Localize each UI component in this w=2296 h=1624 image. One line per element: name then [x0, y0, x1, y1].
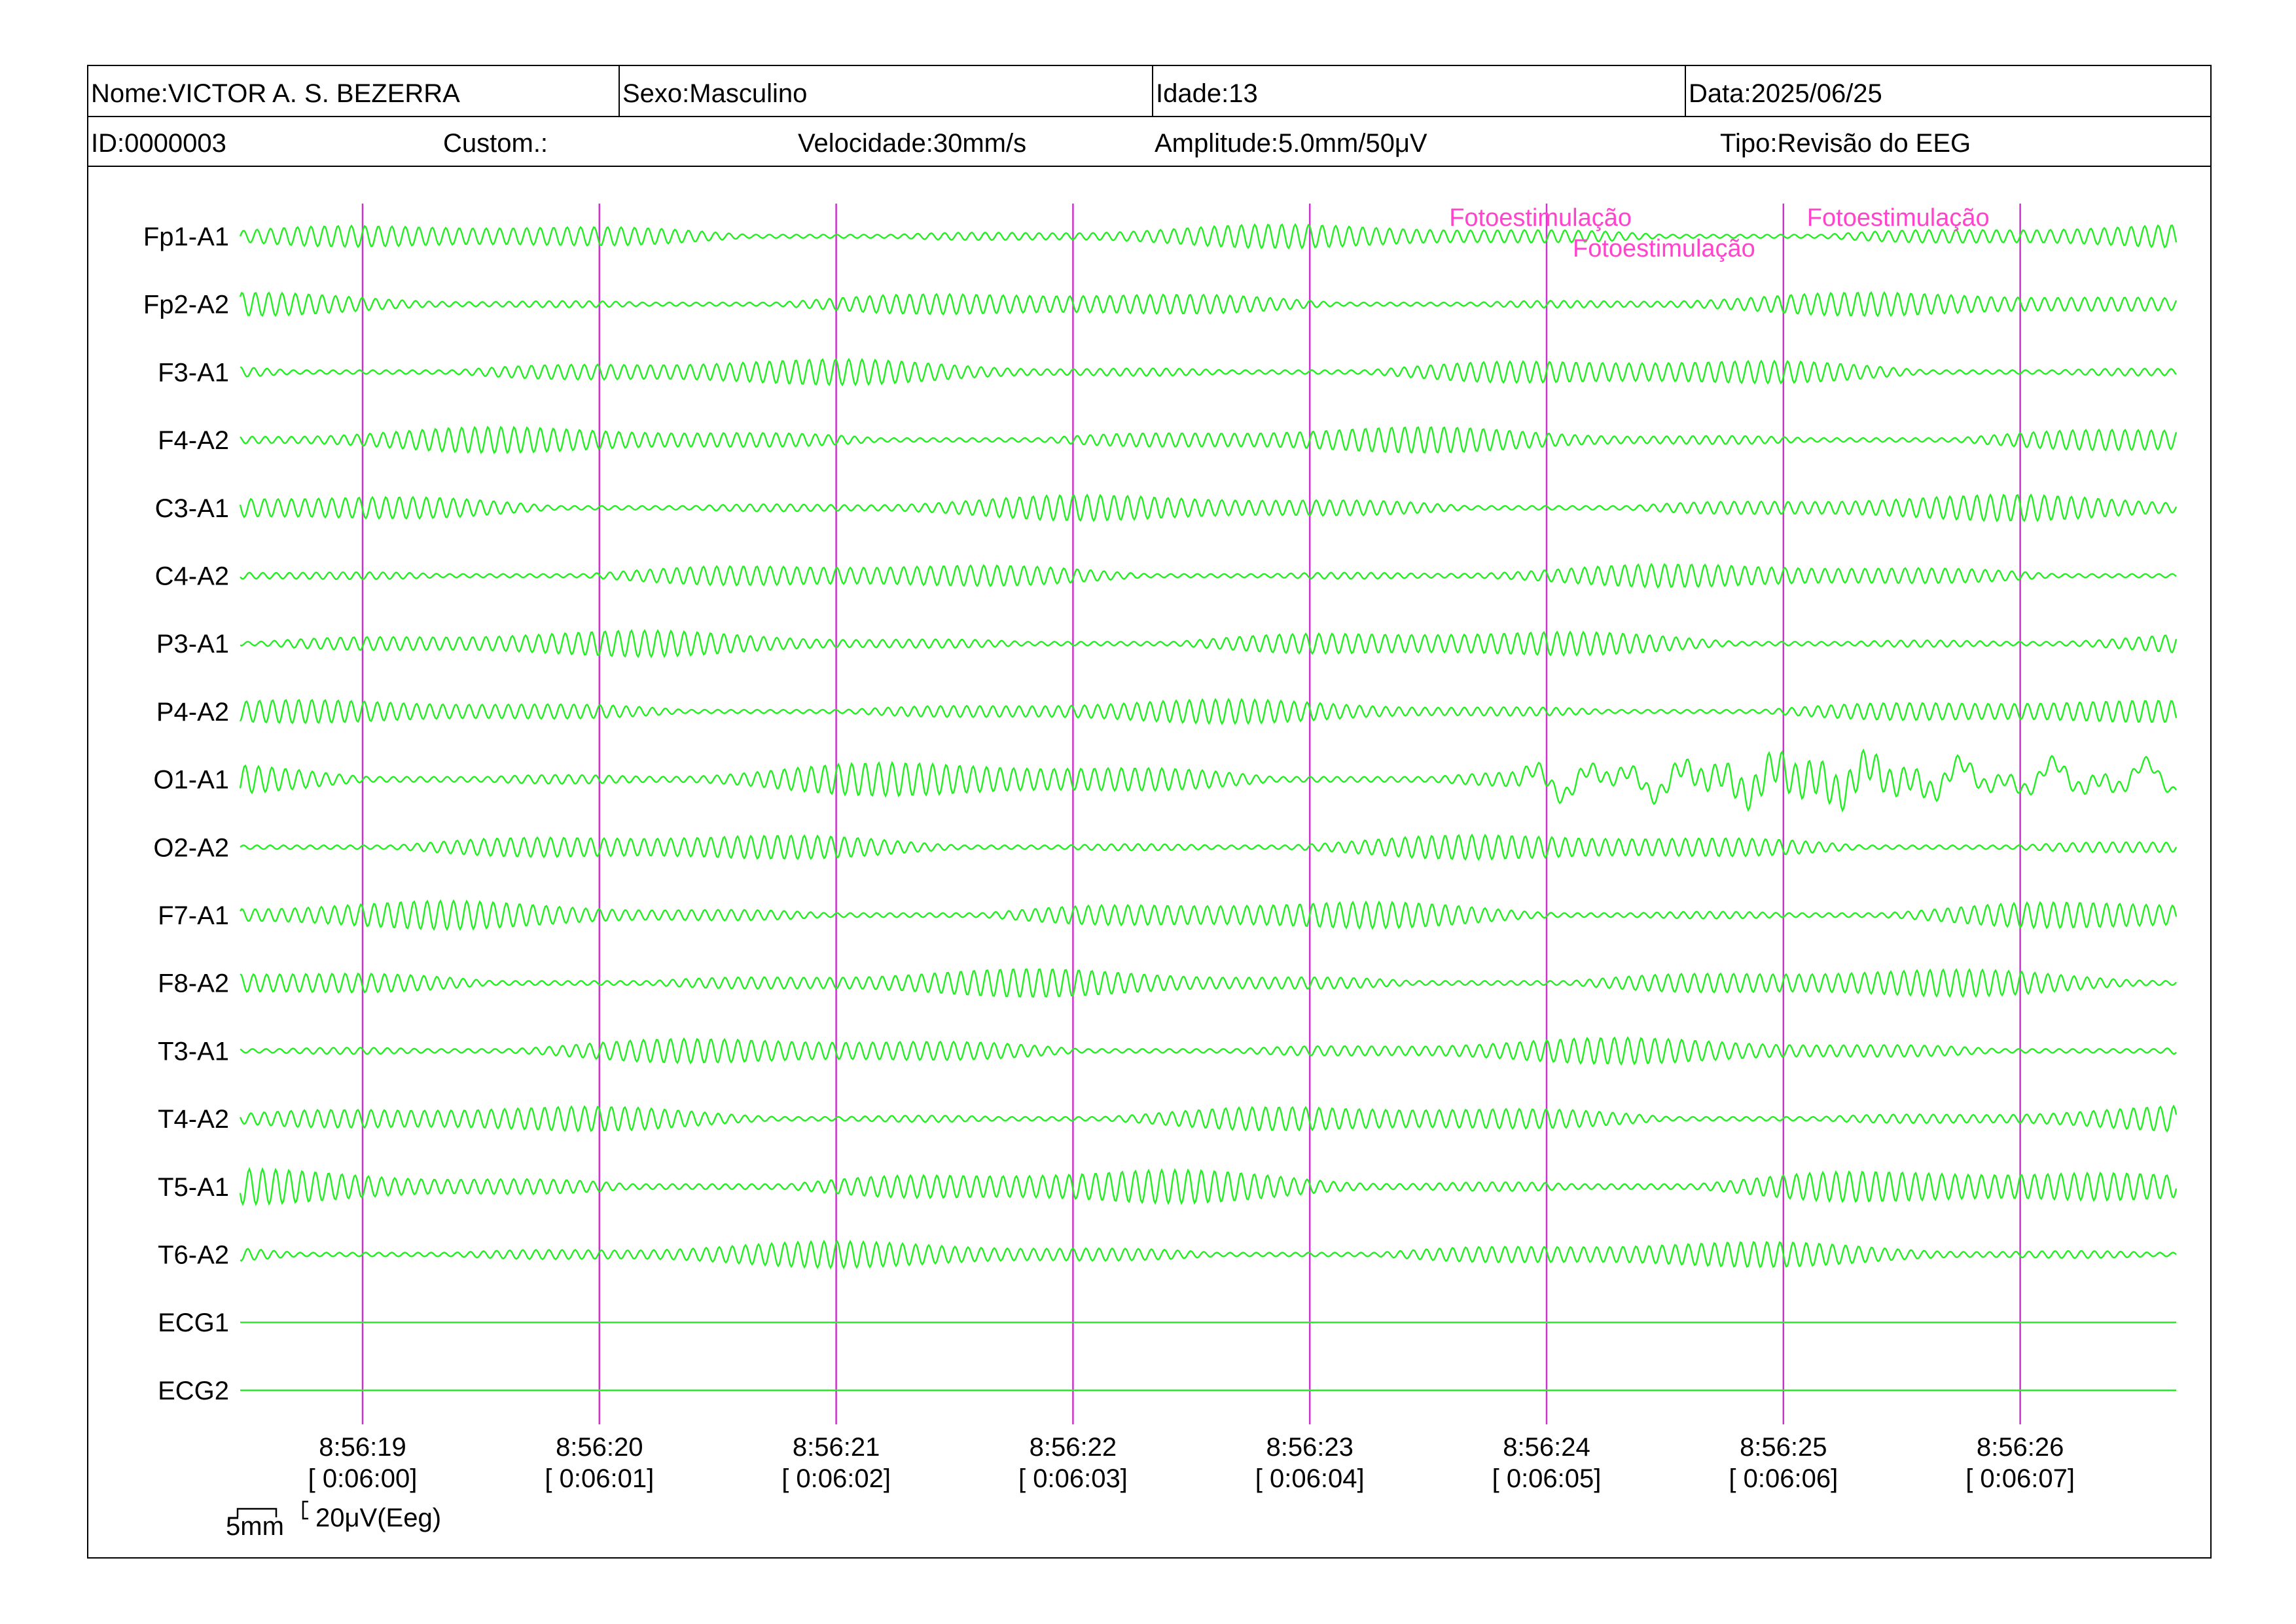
time-label-elapsed: [ 0:06:05]	[1492, 1464, 1602, 1493]
patient-name: Nome:VICTOR A. S. BEZERRA	[88, 66, 620, 116]
time-label-elapsed: [ 0:06:07]	[1965, 1464, 2075, 1493]
review-type: Tipo:Revisão do EEG	[1720, 129, 1971, 158]
channel-trace	[240, 1036, 2177, 1066]
time-label-clock: 8:56:21	[793, 1433, 880, 1462]
time-label-clock: 8:56:23	[1266, 1433, 1353, 1462]
amplitude-setting: Amplitude:5.0mm/50μV	[1155, 129, 1427, 158]
channel-trace	[239, 748, 2177, 812]
channel-trace	[239, 698, 2178, 725]
channel-label: ECG1	[158, 1308, 229, 1337]
time-label-elapsed: [ 0:06:01]	[545, 1464, 654, 1493]
channel-label: C4-A2	[155, 562, 229, 591]
amplitude-scale-label: 20μV(Eeg)	[315, 1504, 441, 1532]
time-label-clock: 8:56:25	[1740, 1433, 1827, 1462]
recording-settings-row: ID:0000003 Custom.: Velocidade:30mm/s Am…	[88, 117, 2210, 167]
amplitude-scale-bracket	[302, 1500, 308, 1520]
channel-label: T4-A2	[158, 1105, 229, 1134]
channel-trace	[240, 425, 2178, 454]
time-label-elapsed: [ 0:06:00]	[308, 1464, 418, 1493]
exam-date: Data:2025/06/25	[1689, 79, 1882, 108]
channel-trace	[240, 628, 2178, 659]
channel-label: F7-A1	[158, 901, 229, 930]
channel-trace	[240, 833, 2178, 861]
custom-field: Custom.:	[443, 129, 548, 158]
time-label-elapsed: [ 0:06:04]	[1255, 1464, 1365, 1493]
channel-label: Fp2-A2	[143, 291, 229, 319]
channel-labels: Fp1-A1 Fp2-A2 F3-A1 F4-A2 C3-A1 C4-A2 P3-A1 P4-…	[143, 223, 229, 1405]
time-label-clock: 8:56:26	[1977, 1433, 2064, 1462]
channel-label: T6-A2	[158, 1241, 229, 1270]
channel-label: C3-A1	[155, 494, 229, 523]
scale-bar: 5mm 20μV(Eeg)	[226, 1500, 441, 1541]
channel-label: F8-A2	[158, 969, 229, 998]
channel-trace	[239, 493, 2178, 522]
channel-trace	[240, 899, 2178, 931]
event-annotation: Fotoestimulação	[1807, 204, 1990, 232]
event-annotation: Fotoestimulação	[1573, 235, 1755, 262]
patient-sex: Sexo:Masculino	[620, 66, 1153, 116]
eeg-report-sheet: Nome:VICTOR A. S. BEZERRA Sexo:Masculino…	[87, 65, 2212, 1559]
patient-id: ID:0000003	[91, 129, 226, 158]
time-label-elapsed: [ 0:06:02]	[781, 1464, 891, 1493]
channel-label: F3-A1	[158, 358, 229, 387]
channel-label: Fp1-A1	[143, 223, 229, 251]
time-marker-lines	[361, 204, 2021, 1424]
time-label-clock: 8:56:24	[1503, 1433, 1590, 1462]
time-label-clock: 8:56:19	[319, 1433, 406, 1462]
time-scale-label: 5mm	[226, 1512, 284, 1541]
time-label-clock: 8:56:20	[556, 1433, 643, 1462]
channel-trace	[240, 967, 2177, 998]
channel-trace	[239, 291, 2178, 317]
channel-traces	[239, 223, 2178, 1392]
channel-label: P3-A1	[156, 630, 229, 659]
channel-trace	[239, 1104, 2178, 1133]
channel-label: T3-A1	[158, 1037, 229, 1066]
channel-trace	[239, 1166, 2178, 1206]
channel-label: T5-A1	[158, 1173, 229, 1202]
time-label-elapsed: [ 0:06:03]	[1018, 1464, 1128, 1493]
time-label-clock: 8:56:22	[1030, 1433, 1117, 1462]
channel-trace	[240, 357, 2177, 387]
channel-trace	[240, 562, 2177, 588]
speed-setting: Velocidade:30mm/s	[798, 129, 1027, 158]
time-axis-labels: 8:56:19[ 0:06:00] 8:56:20[ 0:06:01] 8:56:2…	[308, 1433, 2075, 1493]
channel-label: F4-A2	[158, 426, 229, 455]
patient-age: Idade:13	[1153, 66, 1686, 116]
channel-trace	[239, 223, 2178, 250]
event-annotation: Fotoestimulação	[1449, 204, 1632, 232]
channel-label: P4-A2	[156, 698, 229, 727]
channel-trace	[240, 1239, 2177, 1270]
channel-label: O1-A1	[153, 766, 229, 795]
time-label-elapsed: [ 0:06:06]	[1729, 1464, 1838, 1493]
event-annotations: Fotoestimulação Fotoestimulação Fotoestimu…	[1449, 204, 1989, 262]
channel-label: O2-A2	[153, 833, 229, 862]
patient-info-row: Nome:VICTOR A. S. BEZERRA Sexo:Masculino…	[88, 66, 2210, 117]
time-scale-bracket	[236, 1507, 278, 1517]
channel-label: ECG2	[158, 1377, 229, 1405]
